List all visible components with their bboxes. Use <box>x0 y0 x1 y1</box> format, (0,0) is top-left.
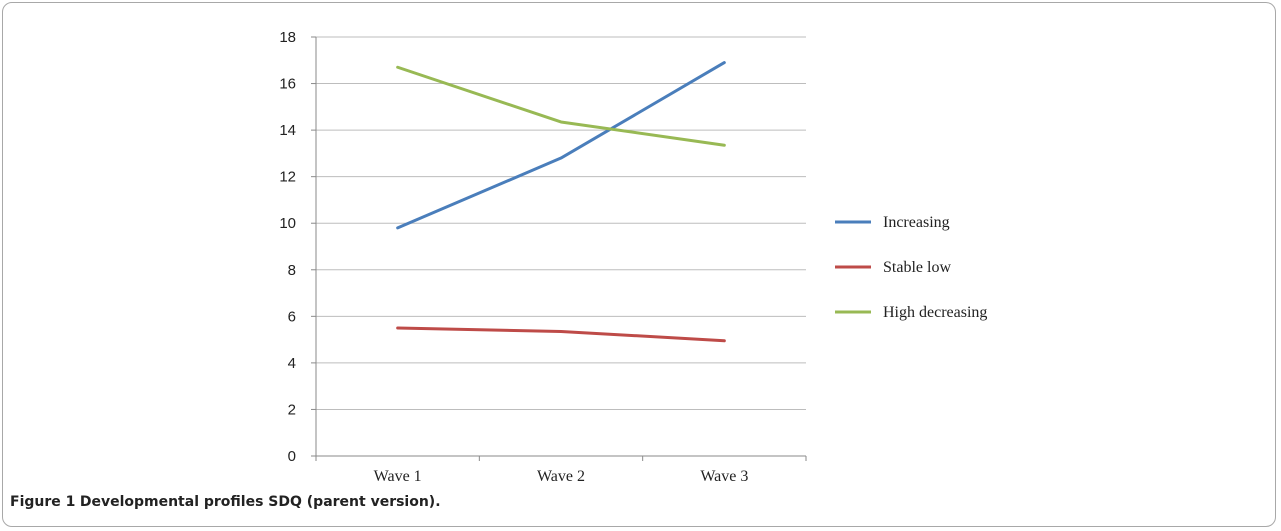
y-tick-label: 6 <box>288 308 296 325</box>
y-tick-label: 14 <box>279 122 296 139</box>
y-tick-label: 0 <box>288 448 296 465</box>
y-tick-labels: 0 2 4 6 8 10 12 14 16 18 <box>279 29 296 465</box>
legend-label: Increasing <box>883 214 950 231</box>
y-tick-label: 12 <box>279 169 296 186</box>
x-tick-label: Wave 2 <box>537 468 585 485</box>
y-tick-label: 16 <box>279 76 296 93</box>
x-tick-label: Wave 1 <box>374 468 422 485</box>
series-line-increasing <box>396 61 726 230</box>
series-lines <box>396 61 726 343</box>
series-line-stable-low <box>396 326 726 343</box>
y-tick-label: 4 <box>288 355 296 372</box>
figure-title: Developmental profiles SDQ (parent versi… <box>79 494 441 510</box>
x-tick-labels: Wave 1 Wave 2 Wave 3 <box>374 468 749 485</box>
y-tick-label: 2 <box>288 401 296 418</box>
axes <box>311 36 807 461</box>
figure-caption: Figure 1 Developmental profiles SDQ (par… <box>10 494 441 510</box>
y-tick-label: 8 <box>288 262 296 279</box>
y-tick-label: 10 <box>279 215 296 232</box>
series-line-high-decreasing <box>396 65 726 147</box>
legend-label: High decreasing <box>883 304 987 321</box>
y-tick-label: 18 <box>279 29 296 46</box>
figure-label: Figure 1 <box>10 494 76 510</box>
legend-label: Stable low <box>883 259 951 276</box>
x-tick-label: Wave 3 <box>700 468 748 485</box>
gridlines <box>316 36 806 410</box>
legend: Increasing Stable low High decreasing <box>835 214 987 321</box>
